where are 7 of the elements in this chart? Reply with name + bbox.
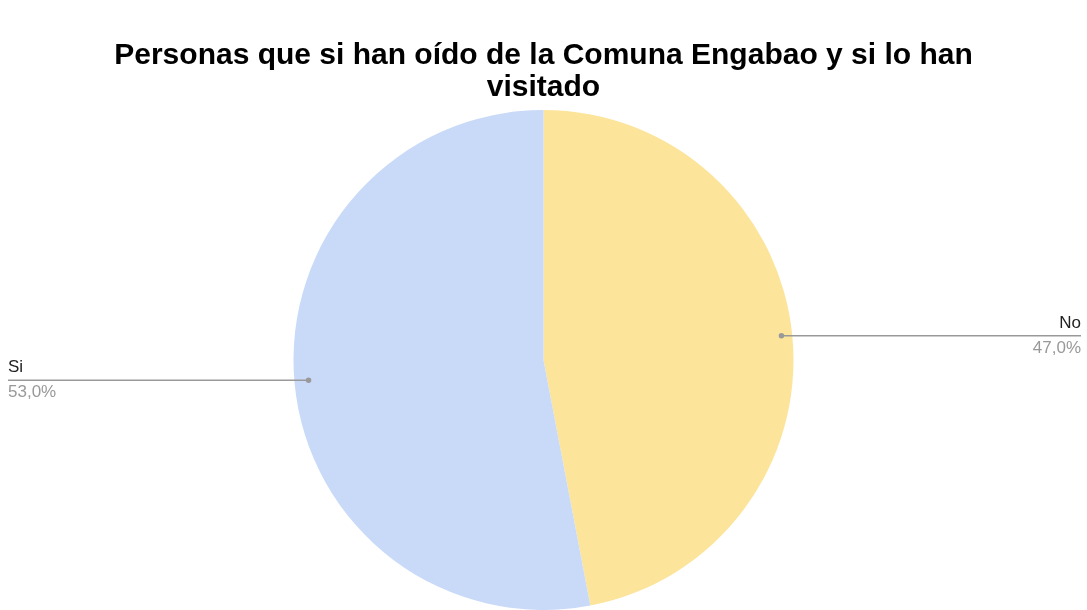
data-label: 47,0% — [1032, 337, 1081, 357]
slice-label: No — [1059, 312, 1081, 332]
pie-slice — [543, 110, 794, 606]
slice-label: Si — [8, 357, 24, 377]
chart-title: Personas que si han oído de la Comuna Engabao y si lo han visitado — [114, 37, 973, 102]
data-label: 53,0% — [8, 382, 57, 402]
pie-slice — [293, 110, 591, 610]
